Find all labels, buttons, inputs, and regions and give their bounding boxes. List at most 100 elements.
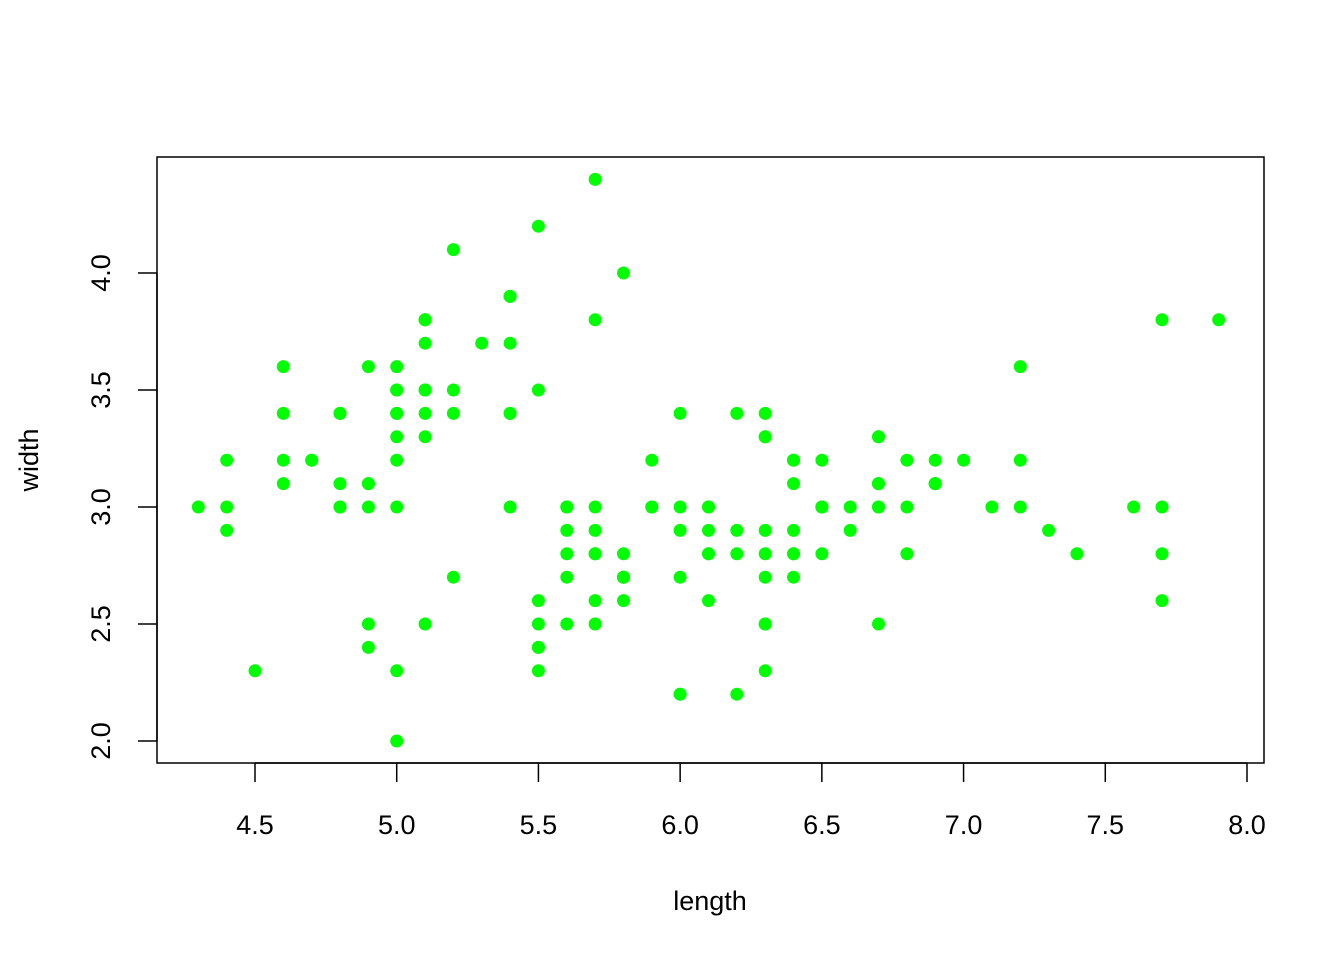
data-point [1070, 547, 1084, 561]
data-point [531, 664, 545, 678]
data-point [220, 500, 234, 514]
x-tick-label: 4.5 [236, 810, 274, 840]
data-point [248, 664, 262, 678]
data-point [418, 313, 432, 327]
data-point [361, 500, 375, 514]
data-point [531, 219, 545, 233]
data-point [787, 523, 800, 537]
data-point [872, 477, 885, 491]
data-point [815, 500, 829, 514]
data-point [588, 594, 602, 608]
data-point [928, 453, 942, 467]
data-point [843, 523, 857, 537]
data-point [560, 500, 574, 514]
data-point [220, 453, 234, 467]
x-axis-title: length [673, 886, 747, 916]
data-point [1155, 594, 1169, 608]
data-point [702, 500, 715, 514]
data-point [1042, 523, 1056, 537]
data-point [531, 617, 545, 631]
data-point [418, 406, 432, 420]
data-point [560, 523, 574, 537]
data-point [702, 547, 715, 561]
data-point [1155, 547, 1169, 561]
data-point [390, 734, 404, 748]
data-point [1013, 360, 1027, 374]
y-tick-label: 4.0 [86, 254, 116, 292]
data-point [560, 547, 574, 561]
data-point [276, 406, 290, 420]
data-point [475, 336, 489, 350]
y-tick-label: 3.5 [86, 371, 116, 409]
data-point [361, 360, 375, 374]
data-point [815, 547, 829, 561]
data-point [418, 383, 432, 397]
data-point [588, 313, 602, 327]
data-point [673, 687, 687, 701]
data-point [588, 500, 602, 514]
data-point [418, 336, 432, 350]
data-point [418, 617, 432, 631]
data-point [503, 336, 517, 350]
data-point [588, 617, 602, 631]
data-point [1212, 313, 1226, 327]
data-point [333, 406, 347, 420]
y-axis-title: width [14, 428, 44, 492]
data-point [1013, 500, 1027, 514]
data-point [730, 547, 744, 561]
y-tick-label: 2.5 [86, 605, 116, 643]
data-point [361, 617, 375, 631]
data-point [1013, 453, 1027, 467]
data-point [588, 523, 602, 537]
data-point [390, 406, 404, 420]
x-tick-label: 6.0 [661, 810, 699, 840]
data-point [446, 243, 460, 257]
data-point [673, 500, 687, 514]
data-point [276, 477, 290, 491]
data-point [446, 570, 460, 584]
data-point [220, 523, 234, 537]
data-point [815, 453, 829, 467]
data-point [872, 617, 885, 631]
y-tick-label: 2.0 [86, 722, 116, 760]
data-point [758, 430, 772, 444]
data-point [390, 453, 404, 467]
data-point [390, 430, 404, 444]
data-point [758, 406, 772, 420]
data-point [390, 500, 404, 514]
data-point [617, 266, 630, 280]
x-tick-label: 6.5 [803, 810, 841, 840]
data-point [758, 523, 772, 537]
data-point [531, 594, 545, 608]
points-layer [191, 172, 1226, 748]
data-point [787, 477, 800, 491]
data-point [673, 406, 687, 420]
data-point [985, 500, 999, 514]
data-point [702, 594, 715, 608]
data-point [1127, 500, 1141, 514]
x-tick-label: 5.0 [378, 810, 416, 840]
x-tick-label: 7.5 [1087, 810, 1125, 840]
data-point [333, 477, 347, 491]
data-point [560, 570, 574, 584]
data-point [843, 500, 857, 514]
data-point [900, 547, 914, 561]
data-point [617, 594, 630, 608]
data-point [333, 500, 347, 514]
x-axis: 4.5 5.0 5.5 6.0 6.5 7.0 7.5 8.0 [236, 762, 1266, 840]
data-point [390, 383, 404, 397]
x-tick-label: 8.0 [1228, 810, 1266, 840]
data-point [588, 172, 602, 186]
data-point [702, 523, 715, 537]
data-point [730, 687, 744, 701]
data-point [787, 570, 800, 584]
data-point [673, 523, 687, 537]
data-point [730, 406, 744, 420]
data-point [787, 547, 800, 561]
data-point [503, 500, 517, 514]
data-point [928, 477, 942, 491]
data-point [617, 570, 630, 584]
data-point [588, 547, 602, 561]
data-point [645, 500, 659, 514]
data-point [531, 640, 545, 654]
